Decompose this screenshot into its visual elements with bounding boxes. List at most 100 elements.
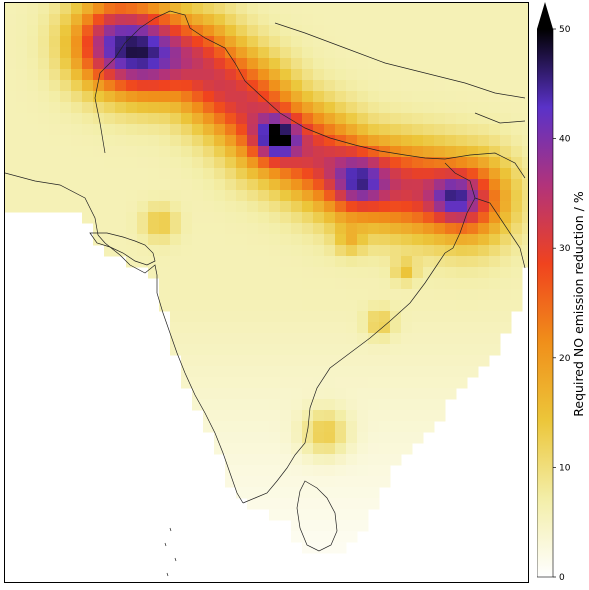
heat-cell xyxy=(16,47,28,59)
heat-cell xyxy=(401,344,413,356)
heat-cell xyxy=(269,58,281,70)
heat-cell xyxy=(324,355,336,367)
heat-cell xyxy=(269,179,281,191)
colorbar-tick-label: 0 xyxy=(559,573,565,583)
heat-cell xyxy=(313,25,325,37)
heat-cell xyxy=(434,377,446,389)
heat-cell xyxy=(368,432,380,444)
heat-cell xyxy=(225,80,237,92)
heat-cell xyxy=(126,3,138,15)
heat-cell xyxy=(148,267,160,279)
heat-cell xyxy=(236,410,248,422)
heat-cell xyxy=(192,80,204,92)
heat-cell xyxy=(346,80,358,92)
heat-cell xyxy=(115,124,127,136)
heat-cell xyxy=(214,388,226,400)
heat-cell xyxy=(445,377,457,389)
heat-cell xyxy=(489,113,501,125)
heat-cell xyxy=(291,256,303,268)
heat-cell xyxy=(302,542,314,554)
heat-cell xyxy=(368,311,380,323)
heat-cell xyxy=(203,190,215,202)
heat-cell xyxy=(192,102,204,114)
heat-cell xyxy=(401,333,413,345)
heat-cell xyxy=(302,520,314,532)
heat-cell xyxy=(225,146,237,158)
heat-cell xyxy=(412,355,424,367)
heat-cell xyxy=(324,377,336,389)
heat-cell xyxy=(500,80,512,92)
heat-cell xyxy=(390,311,402,323)
colorbar-tick-label: 40 xyxy=(559,135,571,145)
heat-cell xyxy=(236,322,248,334)
heat-cell xyxy=(412,223,424,235)
heat-cell xyxy=(93,58,105,70)
heat-cell xyxy=(357,58,369,70)
heat-cell xyxy=(412,245,424,257)
heat-cell xyxy=(247,80,259,92)
heat-cell xyxy=(500,36,512,48)
heat-cell xyxy=(291,267,303,279)
heat-cell xyxy=(467,91,479,103)
heat-cell xyxy=(192,36,204,48)
heat-cell xyxy=(225,91,237,103)
heat-cell xyxy=(346,256,358,268)
heat-cell xyxy=(269,278,281,290)
heat-cell xyxy=(346,168,358,180)
heat-cell xyxy=(467,311,479,323)
heat-cell xyxy=(379,432,391,444)
colorbar-extend-arrow xyxy=(537,2,553,29)
heat-cell xyxy=(467,366,479,378)
heat-cell xyxy=(357,487,369,499)
heat-cell xyxy=(126,245,138,257)
heat-cell xyxy=(236,377,248,389)
heat-cell xyxy=(214,47,226,59)
heat-cell xyxy=(313,322,325,334)
heat-cell xyxy=(346,146,358,158)
heat-cell xyxy=(346,498,358,510)
heat-cell xyxy=(170,190,182,202)
heat-cell xyxy=(148,91,160,103)
heat-cell xyxy=(291,476,303,488)
heat-cell xyxy=(148,234,160,246)
heat-cell xyxy=(302,69,314,81)
heat-cell xyxy=(104,102,116,114)
heat-cell xyxy=(302,212,314,224)
heat-cell xyxy=(280,399,292,411)
heat-cell xyxy=(60,102,72,114)
heat-cell xyxy=(115,69,127,81)
heat-cell xyxy=(27,201,39,213)
heat-cell xyxy=(16,168,28,180)
heat-cell xyxy=(346,289,358,301)
heat-cell xyxy=(324,344,336,356)
heat-cell xyxy=(412,201,424,213)
heat-cell xyxy=(302,289,314,301)
heat-cell xyxy=(27,146,39,158)
heat-cell xyxy=(225,377,237,389)
heat-cell xyxy=(49,80,61,92)
heat-cell xyxy=(423,377,435,389)
heat-cell xyxy=(16,25,28,37)
heat-cell xyxy=(302,36,314,48)
heat-cell xyxy=(445,113,457,125)
heat-cell xyxy=(434,355,446,367)
heat-cell xyxy=(368,256,380,268)
heat-cell xyxy=(38,58,50,70)
heat-cell xyxy=(390,157,402,169)
heat-cell xyxy=(115,102,127,114)
heat-cell xyxy=(522,124,528,136)
heat-cell xyxy=(434,69,446,81)
heat-cell xyxy=(291,102,303,114)
colorbar-tick-label: 50 xyxy=(559,25,571,35)
heat-cell xyxy=(335,520,347,532)
heat-cell xyxy=(302,388,314,400)
heat-cell xyxy=(478,223,490,235)
heat-cell xyxy=(104,234,116,246)
heat-cell xyxy=(214,91,226,103)
heat-cell xyxy=(258,223,270,235)
heat-cell xyxy=(170,146,182,158)
heat-cell xyxy=(170,223,182,235)
heat-cell xyxy=(511,124,523,136)
